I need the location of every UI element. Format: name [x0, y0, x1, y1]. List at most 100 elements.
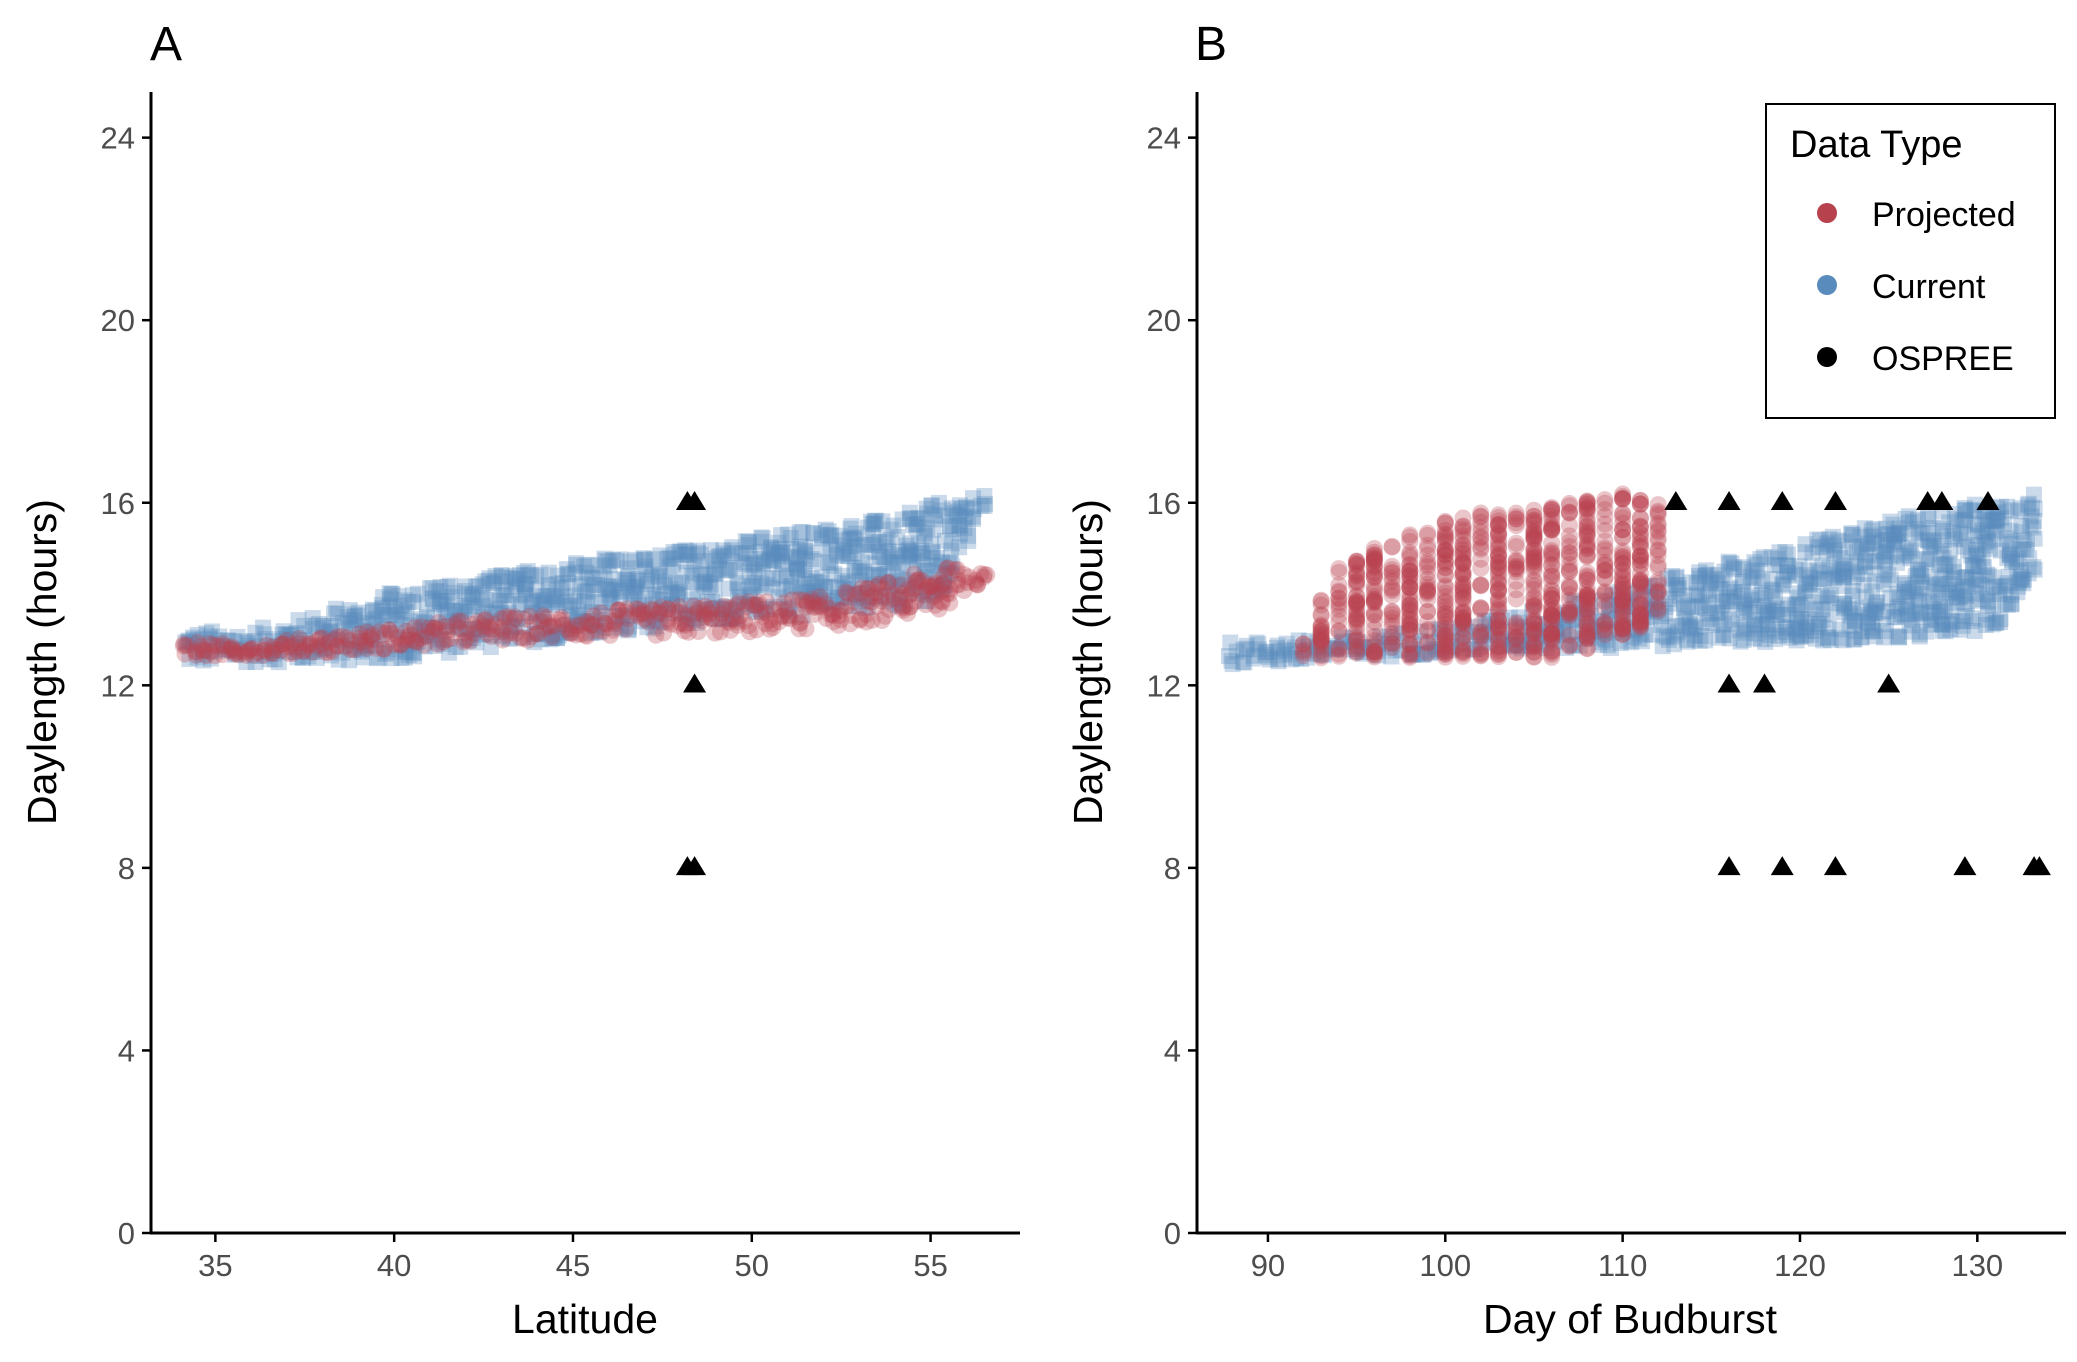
panel-a-current-point	[856, 563, 873, 580]
panel-a-current-point	[257, 644, 274, 661]
panel-a-current-point	[871, 567, 888, 584]
panel-a-projected-point	[680, 623, 698, 641]
panel-a-projected-point	[635, 605, 653, 623]
panel-a-current-point	[322, 647, 339, 664]
panel-b-projected-point	[1454, 520, 1472, 538]
panel-a-current-point	[446, 606, 463, 623]
panel-a-current-point	[724, 608, 741, 625]
panel-a-current-point	[514, 618, 531, 635]
panel-a-current-point	[209, 632, 226, 649]
panel-b-current-point	[1259, 643, 1276, 660]
panel-a-current-point	[562, 624, 579, 641]
panel-a-current-point	[291, 631, 308, 648]
panel-b-current-point	[1223, 652, 1240, 669]
panel-a-current-point	[753, 603, 770, 620]
panel-a-current-point	[620, 620, 637, 637]
panel-a-projected-point	[870, 575, 888, 593]
panel-a-current-point	[343, 612, 360, 629]
panel-b-projected-point	[1312, 622, 1330, 640]
panel-a-projected-point	[461, 632, 479, 650]
panel-a-current-point	[456, 600, 473, 617]
panel-a-current-point	[428, 583, 445, 600]
panel-a-projected-point	[338, 629, 356, 647]
panel-a-current-point	[504, 570, 521, 587]
panel-a-projected-point	[553, 612, 571, 630]
panel-a-projected-point	[804, 598, 822, 616]
panel-b-x-tick-label: 130	[1951, 1248, 2003, 1283]
panel-a-projected-point	[703, 610, 721, 628]
panel-b-current-point	[1348, 643, 1365, 660]
panel-a-projected-point	[214, 637, 232, 655]
panel-a-current-point	[772, 567, 789, 584]
panel-a-current-point	[511, 567, 528, 584]
panel-a-current-point	[494, 587, 511, 604]
panel-a-projected-point	[511, 629, 529, 647]
panel-a-projected-point	[941, 580, 959, 598]
panel-a-current-point	[554, 574, 571, 591]
panel-a-current-point	[373, 596, 390, 613]
panel-a-current-point	[398, 603, 415, 620]
panel-a-current-point	[611, 589, 628, 606]
panel-a-projected-point	[255, 641, 273, 659]
panel-a-current-point	[718, 562, 735, 579]
panel-b-projected-point	[1419, 634, 1437, 652]
panel-a-projected-point	[724, 610, 742, 628]
panel-a-projected-point	[829, 616, 847, 634]
panel-a-current-point	[529, 594, 546, 611]
panel-a-current-point	[707, 550, 724, 567]
panel-a-projected-point	[949, 571, 967, 589]
panel-a-current-point	[884, 554, 901, 571]
panel-a-current-point	[418, 595, 435, 612]
panel-a-current-point	[783, 548, 800, 565]
panel-a-current-point	[185, 629, 202, 646]
panel-a-current-point	[526, 634, 543, 651]
panel-a-projected-point	[541, 618, 559, 636]
panel-a-projected-point	[446, 615, 464, 633]
panel-a-current-point	[741, 568, 758, 585]
panel-b-current-point	[1271, 643, 1288, 660]
panel-a-current-point	[848, 538, 865, 555]
panel-a-current-point	[724, 539, 741, 556]
panel-a-current-point	[679, 615, 696, 632]
panel-a-current-point	[829, 546, 846, 563]
panel-a-projected-point	[938, 585, 956, 603]
panel-a-projected-point	[859, 592, 877, 610]
panel-a-current-point	[453, 620, 470, 637]
panel-a-current-point	[765, 598, 782, 615]
panel-a-current-point	[934, 582, 951, 599]
panel-a-current-point	[944, 558, 961, 575]
panel-a-current-point	[487, 568, 504, 585]
panel-a-projected-point	[275, 635, 293, 653]
panel-a-projected-point	[868, 597, 886, 615]
panel-a-projected-point	[464, 615, 482, 633]
panel-a-current-point	[639, 572, 656, 589]
panel-a-current-point	[663, 585, 680, 602]
panel-b-projected-point	[1383, 634, 1401, 652]
panel-a-current-point	[322, 622, 339, 639]
panel-b-projected-point	[1525, 581, 1543, 599]
panel-a-current-point	[350, 604, 367, 621]
panel-b-current-point	[1334, 634, 1351, 651]
panel-a-current-point	[422, 580, 439, 597]
panel-a-x-tick-label: 45	[556, 1248, 590, 1283]
panel-a-current-point	[584, 556, 601, 573]
panel-a-current-point	[470, 621, 487, 638]
panel-b-y-tick-label: 24	[1147, 121, 1181, 156]
panel-a-current-point	[931, 580, 948, 597]
panel-a-projected-point	[320, 633, 338, 651]
panel-b-projected-point	[1649, 547, 1667, 565]
panel-a-current-point	[721, 559, 738, 576]
panel-a-current-point	[346, 606, 363, 623]
panel-a-projected-point	[917, 581, 935, 599]
panel-a-current-point	[689, 544, 706, 561]
panel-a-projected-point	[342, 641, 360, 659]
panel-a-projected-point	[899, 580, 917, 598]
panel-a-current-point	[576, 558, 593, 575]
panel-a-current-point	[730, 597, 747, 614]
panel-a-projected-point	[482, 627, 500, 645]
panel-a-current-point	[945, 521, 962, 538]
panel-a-projected-point	[265, 641, 283, 659]
panel-a-current-point	[209, 636, 226, 653]
panel-a-current-point	[597, 619, 614, 636]
panel-a-current-point	[316, 639, 333, 656]
